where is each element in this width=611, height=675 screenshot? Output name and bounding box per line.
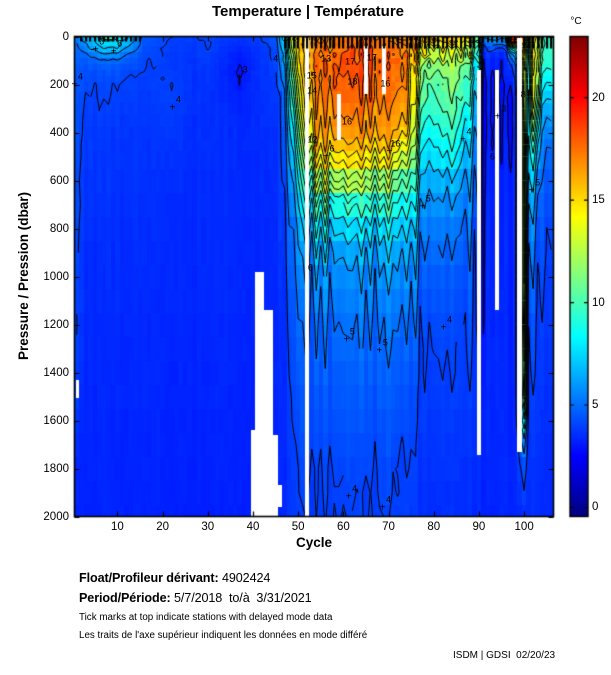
- contour-label: 6: [307, 262, 313, 273]
- contour-label: 17: [366, 52, 377, 63]
- note-delayed-mode-en: Tick marks at top indicate stations with…: [79, 612, 333, 623]
- contour-label: 3: [501, 103, 507, 113]
- contour-label: 15: [306, 70, 317, 81]
- chart-title: Temperature | Température: [211, 3, 405, 20]
- y-tick-label: 0: [62, 30, 69, 43]
- contour-label: 8: [520, 89, 526, 100]
- contour-label-plus-mark: +: [345, 491, 352, 503]
- credit-isdm-gdsi: ISDM | GDSI 02/20/23: [453, 650, 556, 661]
- x-tick-label: 30: [201, 521, 215, 533]
- colorbar-tick-label: 20: [592, 91, 605, 104]
- float-id-value: 4902424: [221, 571, 271, 585]
- contour-label: 6: [99, 36, 105, 47]
- contour-label: 4: [447, 314, 453, 325]
- note-delayed-mode-fr: Les traits de l'axe supérieur indiquent …: [79, 630, 368, 641]
- y-tick-label: 1800: [43, 462, 69, 475]
- x-axis-label: Cycle: [295, 535, 333, 550]
- colorbar-tick-label: 15: [592, 194, 605, 207]
- y-tick-label: 1000: [43, 270, 69, 283]
- contour-label: 6: [117, 38, 123, 49]
- contour-label: 4: [175, 94, 181, 105]
- contour-label: 16: [390, 138, 401, 149]
- x-tick-label: 20: [156, 521, 170, 533]
- y-tick-label: 1600: [43, 414, 69, 427]
- x-tick-label: 100: [514, 521, 534, 533]
- contour-label: 16: [380, 78, 391, 89]
- x-tick-label: 70: [382, 521, 395, 533]
- contour-label: 5: [535, 177, 541, 188]
- contour-label-plus-mark: +: [379, 502, 386, 514]
- contour-label-plus-mark: +: [343, 334, 350, 346]
- contour-label-plus-mark: +: [110, 46, 117, 58]
- colorbar-tick-label: 0: [592, 501, 599, 514]
- x-tick-label: 60: [336, 521, 350, 533]
- y-tick-label: 1400: [43, 366, 69, 379]
- contour-label: 5: [349, 326, 355, 337]
- contour-label: 6: [329, 143, 335, 154]
- y-tick-label: 200: [49, 78, 69, 91]
- contour-label: 13: [321, 53, 332, 64]
- y-tick-label: 400: [49, 126, 69, 139]
- y-tick-label: 1200: [43, 318, 69, 331]
- contour-label: 4: [386, 494, 392, 505]
- contour-label: 5: [425, 193, 431, 203]
- colorbar-tick-label: 5: [592, 399, 599, 411]
- x-tick-label: 10: [111, 521, 124, 533]
- contour-label: 4: [466, 126, 472, 137]
- x-tick-label: 80: [427, 521, 441, 533]
- contour-label: 18: [347, 76, 358, 87]
- x-tick-label: 50: [291, 521, 305, 533]
- contour-label: 4: [352, 483, 358, 494]
- contour-label-plus-mark: +: [169, 102, 176, 114]
- contour-label: 4: [77, 71, 83, 82]
- contour-label: 4: [273, 53, 279, 64]
- colorbar-tick-label: 10: [592, 296, 605, 309]
- contour-label-plus-mark: +: [419, 201, 426, 212]
- contour-label: 3: [242, 64, 248, 75]
- contour-label-plus-mark: +: [236, 72, 243, 84]
- contour-label: 14: [307, 85, 318, 96]
- contour-label-plus-mark: +: [376, 345, 383, 356]
- contour-label: 12: [307, 134, 318, 145]
- contour-label: 6: [489, 151, 495, 161]
- colorbar-unit-label: °C: [570, 16, 582, 27]
- y-tick-label: 800: [49, 222, 69, 235]
- period-value: 5/7/2018 to/à 3/31/2021: [173, 591, 312, 605]
- contour-label: 17: [345, 56, 356, 67]
- period-label: Period/Période:: [79, 591, 171, 605]
- contour-label-plus-mark: +: [71, 79, 78, 91]
- contour-label-plus-mark: +: [494, 111, 501, 122]
- x-tick-label: 40: [246, 521, 260, 533]
- y-axis-label: Pressure / Pression (dbar): [16, 191, 31, 361]
- period-line: Period/Période: 5/7/2018 to/à 3/31/2021: [79, 591, 312, 605]
- contour-label-plus-mark: +: [92, 44, 99, 56]
- contour-label-plus-mark: +: [460, 134, 466, 146]
- contour-label-plus-mark: +: [323, 151, 329, 163]
- contour-label: 16: [341, 116, 352, 127]
- y-tick-label: 2000: [43, 510, 69, 523]
- x-tick-label: 90: [472, 521, 486, 533]
- float-id-line: Float/Profileur dérivant: 4902424: [79, 571, 270, 585]
- y-tick-label: 600: [49, 174, 69, 187]
- contour-label-plus-mark: +: [386, 146, 393, 158]
- contour-label-plus-mark: +: [440, 322, 447, 334]
- contour-label-plus-mark: +: [528, 185, 535, 197]
- contour-label: 5: [382, 337, 388, 347]
- float-id-label: Float/Profileur dérivant:: [79, 571, 219, 585]
